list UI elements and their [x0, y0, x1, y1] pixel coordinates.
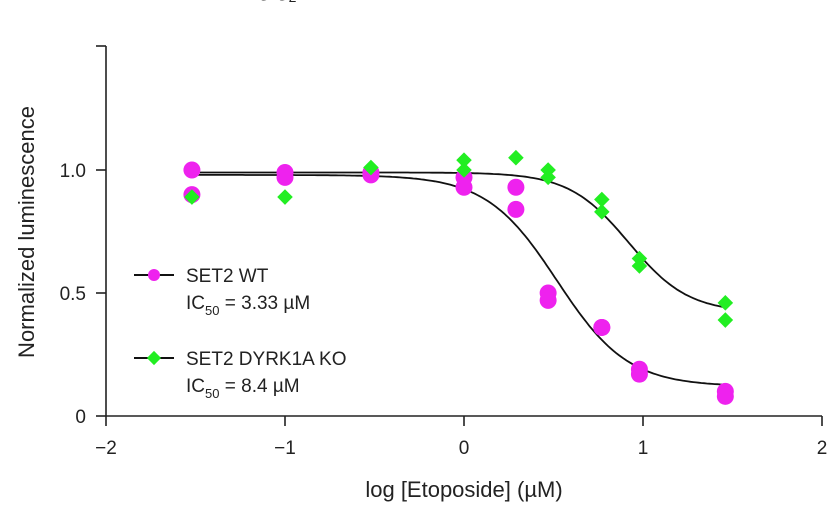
point-s1-3	[456, 152, 472, 168]
data-points	[183, 149, 734, 405]
top-fragment-sub: 2	[289, 0, 297, 5]
point-s0-17	[716, 387, 734, 405]
top-fragment: g g2	[258, 0, 297, 5]
point-s0-15	[630, 365, 648, 383]
x-axis-title: log [Etoposide] (µM)	[365, 477, 562, 502]
legend-ic50-value-ko: = 8.4 µM	[219, 376, 299, 397]
legend-label-ko: SET2 DYRK1A KO	[186, 349, 347, 370]
point-s0-11	[539, 291, 557, 309]
point-s1-12	[717, 295, 734, 311]
x-tick-label-2: 0	[459, 438, 470, 459]
point-s1-7	[540, 169, 556, 186]
x-tick-label-3: 1	[638, 438, 649, 459]
point-s0-13	[593, 318, 611, 336]
point-s1-9	[594, 204, 610, 220]
legend-ic50-prefix-wt: IC	[186, 293, 205, 314]
point-s1-13	[717, 312, 734, 328]
x-tick-label-4: 2	[817, 438, 828, 459]
legend-ic50-ko: IC50 = 8.4 µM	[186, 376, 300, 401]
legend-item-ko: SET2 DYRK1A KO IC50 = 8.4 µM	[134, 349, 347, 401]
point-s1-4	[456, 162, 472, 178]
legend-marker-wt	[148, 269, 160, 281]
point-s0-0	[183, 161, 201, 179]
y-tick-label-2: 1.0	[60, 161, 86, 182]
point-s1-2	[363, 159, 379, 176]
point-s1-8	[594, 191, 610, 208]
legend-ic50-prefix-ko: IC	[186, 376, 205, 397]
x-tick-label-1: −1	[274, 438, 296, 459]
legend-ic50-sub-ko: 50	[205, 386, 219, 401]
y-axis-title: Normalized luminescence	[14, 106, 39, 358]
point-s0-3	[276, 168, 294, 186]
point-s0-9	[507, 200, 525, 218]
legend-label-wt: SET2 WT	[186, 266, 269, 287]
y-tick-label-1: 0.5	[60, 284, 86, 305]
legend: SET2 WT IC50 = 3.33 µM SET2 DYRK1A KO IC…	[134, 266, 347, 401]
x-tick-label-0: −2	[95, 438, 117, 459]
point-s0-8	[507, 178, 525, 196]
y-ticks: 0 0.5 1.0	[60, 161, 106, 428]
point-s1-0	[184, 189, 200, 205]
legend-ic50-sub-wt: 50	[205, 303, 219, 318]
top-fragment-text: g g	[258, 0, 289, 1]
point-s1-5	[508, 149, 524, 166]
point-s0-7	[455, 178, 473, 196]
legend-ic50-wt: IC50 = 3.33 µM	[186, 293, 310, 318]
legend-item-wt: SET2 WT IC50 = 3.33 µM	[134, 266, 310, 318]
legend-ic50-value-wt: = 3.33 µM	[219, 293, 310, 314]
legend-marker-ko	[146, 350, 162, 366]
x-ticks: −2 −1 0 1 2	[95, 416, 827, 459]
y-tick-label-0: 0	[75, 407, 86, 428]
point-s1-1	[277, 189, 293, 205]
